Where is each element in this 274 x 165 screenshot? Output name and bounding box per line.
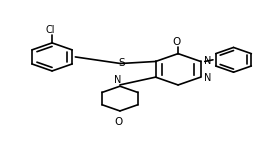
- Text: S: S: [119, 58, 125, 68]
- Text: O: O: [173, 37, 181, 47]
- Text: N: N: [204, 56, 212, 66]
- Text: O: O: [115, 117, 123, 127]
- Text: Cl: Cl: [46, 25, 55, 35]
- Text: N: N: [204, 73, 212, 83]
- Text: N: N: [114, 75, 121, 84]
